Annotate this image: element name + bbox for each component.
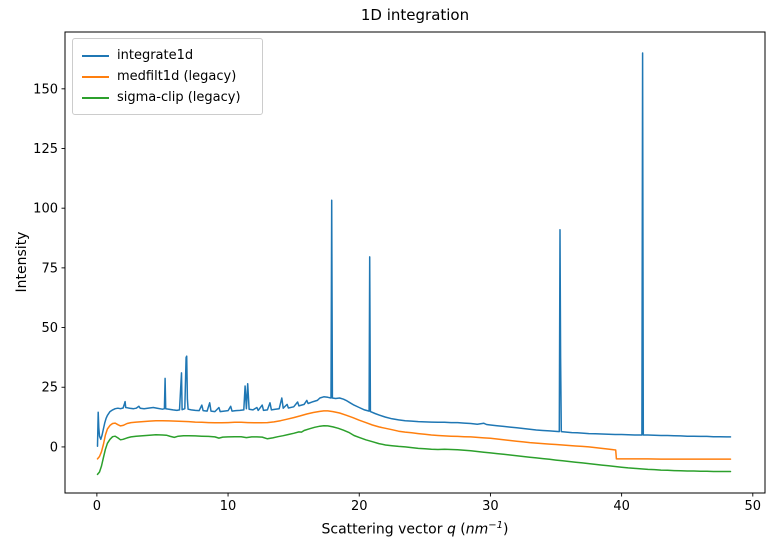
y-tick-label: 0 [50, 440, 58, 455]
x-axis-label: Scattering vector q (nm−1) [65, 520, 765, 538]
x-tick-label: 30 [482, 499, 499, 514]
legend-item: integrate1d [82, 45, 254, 66]
x-tick-label: 0 [93, 499, 101, 514]
legend-item: sigma-clip (legacy) [82, 87, 254, 108]
legend-label: sigma-clip (legacy) [117, 90, 241, 105]
legend: integrate1d medfilt1d (legacy) sigma-cli… [72, 38, 263, 115]
legend-label: integrate1d [117, 48, 194, 63]
x-tick-label: 10 [220, 499, 237, 514]
series-line-sigma-clip-legacy- [96, 424, 732, 476]
x-axis-label-q: q [446, 521, 456, 538]
x-axis-label-unit: nm [465, 521, 489, 538]
x-axis-label-paren: ( [455, 521, 466, 538]
y-tick-label: 125 [33, 142, 58, 157]
plot-frame [64, 31, 766, 494]
x-tick-label: 50 [745, 499, 762, 514]
chart-title: 1D integration [360, 6, 470, 24]
y-tick-label: 25 [41, 381, 58, 396]
x-tick-label: 20 [351, 499, 368, 514]
x-axis-label-exponent: −1 [488, 520, 504, 531]
legend-line-sample-integrate1d [82, 54, 109, 57]
legend-label: medfilt1d (legacy) [117, 69, 237, 84]
legend-line-sample-sigma-clip [82, 96, 109, 99]
x-axis-label-text: Scattering vector [321, 521, 447, 538]
y-tick-label: 100 [33, 202, 58, 217]
series-line-medfilt1d-legacy- [96, 410, 732, 460]
y-tick-label: 150 [33, 82, 58, 97]
x-tick-label: 40 [613, 499, 630, 514]
y-tick-label: 50 [41, 321, 58, 336]
x-axis-label-close-paren: ) [503, 521, 509, 538]
y-tick-label: 75 [41, 261, 58, 276]
y-axis-label: Intensity [14, 231, 30, 293]
series-line-integrate1d [96, 52, 732, 447]
legend-item: medfilt1d (legacy) [82, 66, 254, 87]
legend-line-sample-medfilt1d [82, 75, 109, 78]
